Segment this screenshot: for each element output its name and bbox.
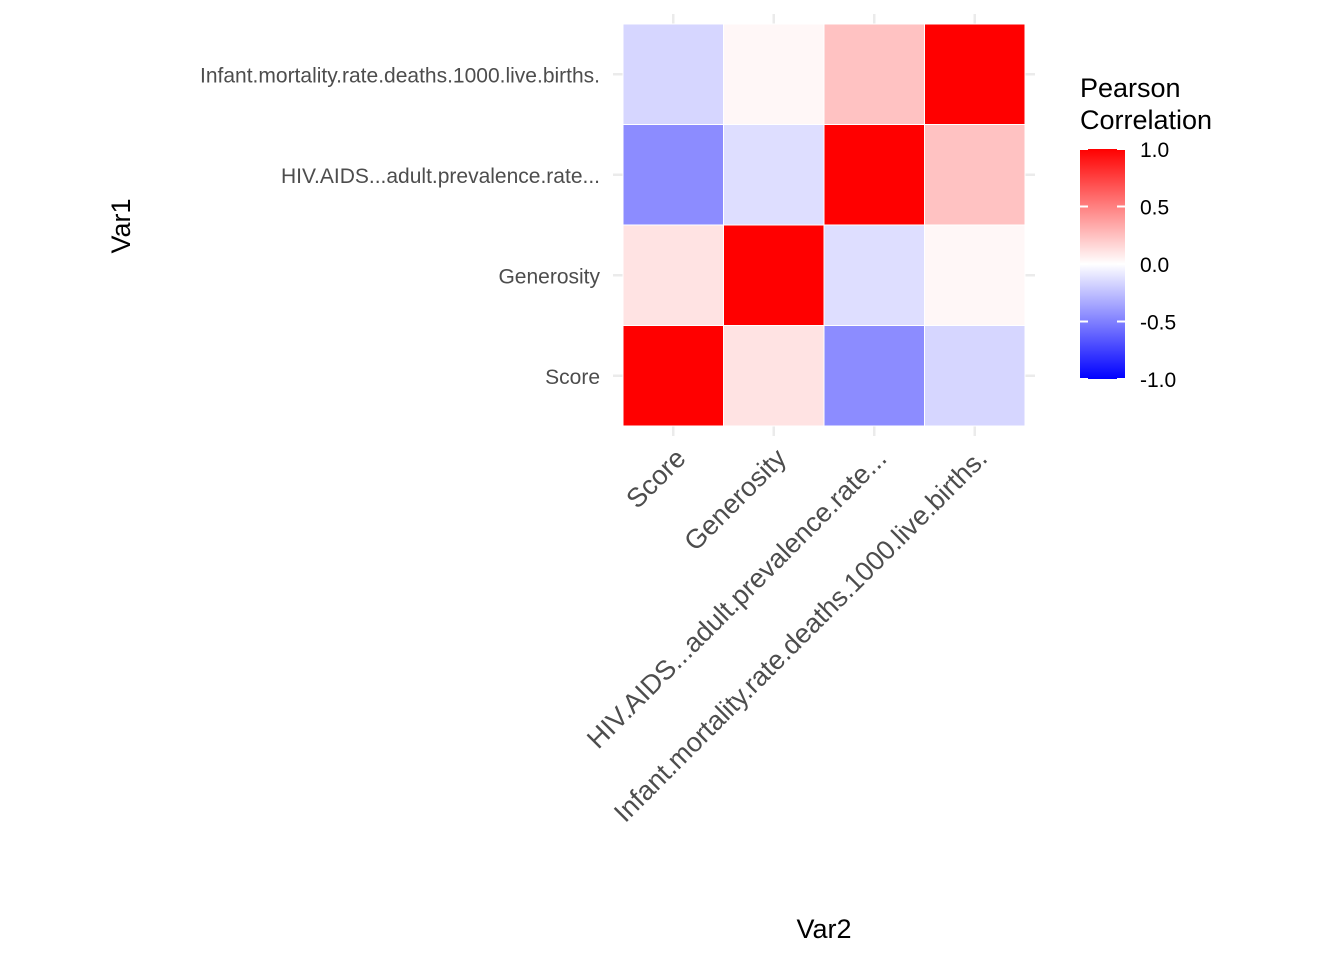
x-tick-label: Score xyxy=(620,443,691,514)
y-axis-title: Var1 xyxy=(106,198,136,253)
x-tick-label: Infant.mortality.rate.deaths.1000.live.b… xyxy=(608,443,993,828)
legend-tick-label: -1.0 xyxy=(1140,369,1176,392)
x-axis-tick-labels: ScoreGenerosityHIV.AIDS...adult.prevalen… xyxy=(581,443,993,828)
heatmap-tile xyxy=(823,23,925,125)
legend-tick-label: -0.5 xyxy=(1140,312,1176,335)
heatmap-tile xyxy=(823,224,925,326)
y-tick-label: Infant.mortality.rate.deaths.1000.live.b… xyxy=(200,64,600,87)
legend-title-line-2: Correlation xyxy=(1080,105,1212,135)
legend-ticks: 1.0 0.5 0.0 -0.5 -1.0 xyxy=(1080,139,1176,392)
heatmap-tile xyxy=(622,124,724,226)
heatmap-tile xyxy=(723,325,825,427)
heatmap-tile xyxy=(622,224,724,326)
y-tick-label: HIV.AIDS...adult.prevalence.rate... xyxy=(281,165,600,188)
heatmap-tile xyxy=(924,23,1026,125)
heatmap-tile xyxy=(924,325,1026,427)
heatmap-tile xyxy=(723,224,825,326)
color-legend: Pearson Correlation 1.0 0.5 0.0 -0.5 -1.0 xyxy=(1080,73,1212,392)
legend-tick-label: 0.5 xyxy=(1140,197,1169,220)
heatmap-tile xyxy=(723,23,825,125)
heatmap-tile xyxy=(823,124,925,226)
heatmap-tile xyxy=(924,124,1026,226)
heatmap-tile xyxy=(622,23,724,125)
heatmap-tile xyxy=(823,325,925,427)
heatmap-tile xyxy=(924,224,1026,326)
heatmap-tile xyxy=(622,325,724,427)
legend-tick-label: 1.0 xyxy=(1140,139,1169,162)
heatmap-tiles xyxy=(622,23,1026,427)
legend-tick-label: 0.0 xyxy=(1140,254,1169,277)
y-axis-tick-labels: Score Generosity HIV.AIDS...adult.prevalen… xyxy=(200,64,600,389)
x-axis-title: Var2 xyxy=(796,914,851,944)
y-tick-label: Generosity xyxy=(498,265,600,288)
y-tick-label: Score xyxy=(545,366,600,389)
heatmap-tile xyxy=(723,124,825,226)
legend-title-line-1: Pearson xyxy=(1080,73,1181,103)
